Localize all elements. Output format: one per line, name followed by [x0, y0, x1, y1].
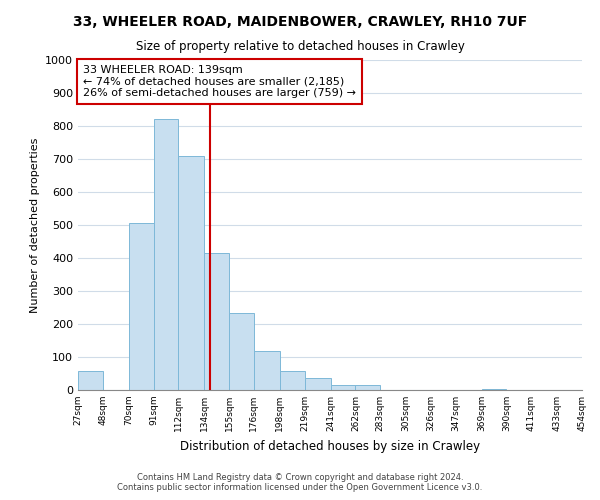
- X-axis label: Distribution of detached houses by size in Crawley: Distribution of detached houses by size …: [180, 440, 480, 452]
- Bar: [154, 120, 178, 390]
- Text: 33 WHEELER ROAD: 139sqm
← 74% of detached houses are smaller (2,185)
26% of semi: 33 WHEELER ROAD: 139sqm ← 74% of detache…: [83, 65, 356, 98]
- Bar: [178, 156, 204, 390]
- Bar: [482, 388, 506, 390]
- Y-axis label: Number of detached properties: Number of detached properties: [29, 138, 40, 312]
- Bar: [254, 351, 280, 390]
- Bar: [229, 314, 254, 390]
- Bar: [331, 386, 355, 390]
- Text: 33, WHEELER ROAD, MAIDENBOWER, CRAWLEY, RH10 7UF: 33, WHEELER ROAD, MAIDENBOWER, CRAWLEY, …: [73, 15, 527, 29]
- Text: Contains HM Land Registry data © Crown copyright and database right 2024.
Contai: Contains HM Land Registry data © Crown c…: [118, 473, 482, 492]
- Bar: [305, 378, 331, 390]
- Bar: [129, 224, 154, 390]
- Text: Size of property relative to detached houses in Crawley: Size of property relative to detached ho…: [136, 40, 464, 53]
- Bar: [280, 371, 305, 390]
- Bar: [204, 253, 229, 390]
- Bar: [355, 386, 380, 390]
- Bar: [78, 371, 103, 390]
